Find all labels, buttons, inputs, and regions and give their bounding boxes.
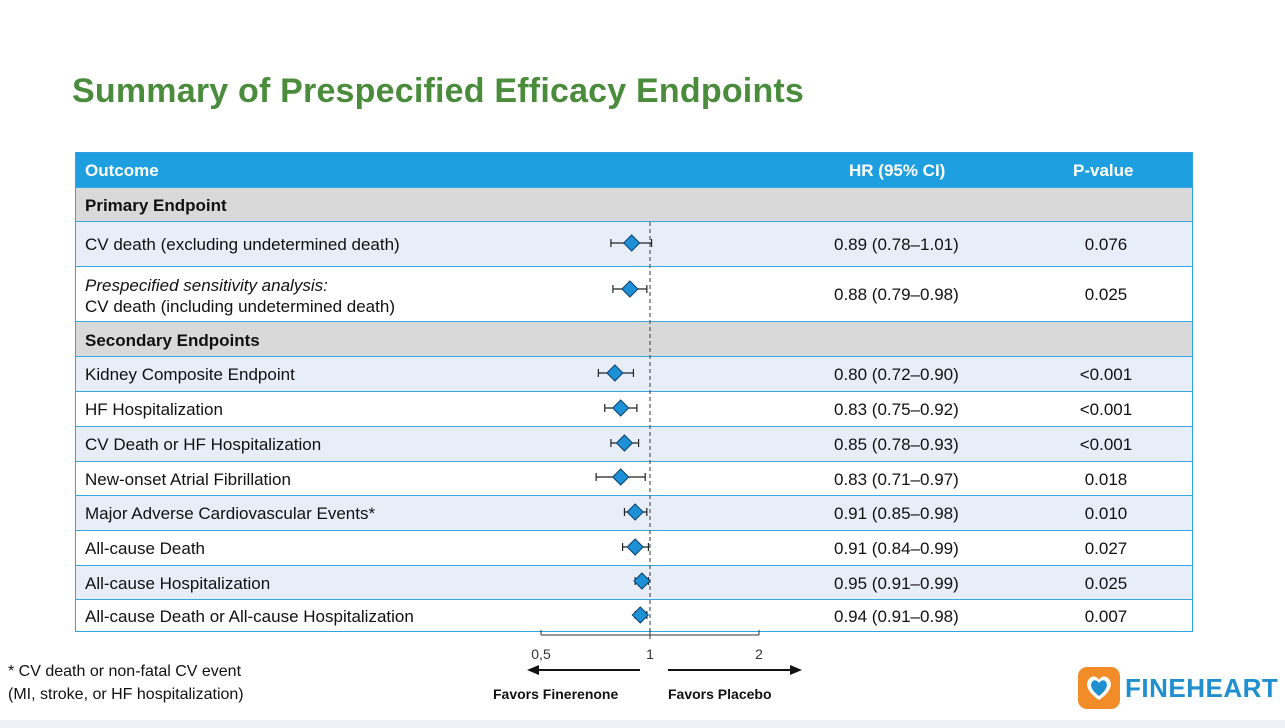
forest-point [633,572,651,590]
section-row-primary: Primary Endpoint [76,187,1192,221]
row-pvalue: <0.001 [1079,435,1133,454]
table-row: New-onset Atrial Fibrillation 0.83 (0.71… [76,461,1192,495]
section-label: Secondary Endpoints [85,331,260,350]
forest-point [621,538,650,556]
x-tick-label: 0,5 [531,646,551,662]
row-label: CV death (including undetermined death) [85,297,395,316]
hr-diamond [622,234,641,252]
row-pvalue: <0.001 [1079,400,1133,419]
row-label-italic: Prespecified sensitivity analysis: [85,276,328,295]
x-tick-label: 1 [646,646,654,662]
row-hr: 0.89 (0.78–1.01) [834,235,959,254]
row-label-block: Prespecified sensitivity analysis: CV de… [85,275,395,317]
hr-diamond [626,503,644,521]
forest-point [610,434,640,452]
row-pvalue: 0.076 [1084,235,1128,254]
row-label: All-cause Hospitalization [85,574,271,593]
hr-diamond [615,434,634,452]
row-label: New-onset Atrial Fibrillation [85,470,291,489]
row-label: Major Adverse Cardiovascular Events* [85,504,376,523]
hr-diamond [611,399,630,417]
table-header: Outcome HR (95% CI) P-value [76,153,1192,187]
section-label: Primary Endpoint [85,196,227,215]
forest-point [610,234,653,252]
footnote-line-1: * CV death or non-fatal CV event [8,663,242,680]
row-hr: 0.95 (0.91–0.99) [834,574,959,593]
row-label: CV death (excluding undetermined death) [85,235,400,254]
row-pvalue: 0.025 [1084,574,1128,593]
favors-finerenone-label: Favors Finerenone [493,686,619,702]
row-pvalue: 0.007 [1084,607,1128,626]
row-hr: 0.88 (0.79–0.98) [834,285,959,304]
x-tick-label: 2 [755,646,763,662]
row-pvalue: 0.025 [1084,285,1128,304]
row-label: Kidney Composite Endpoint [85,365,295,384]
row-hr: 0.91 (0.85–0.98) [834,504,959,523]
left-arrow-head [527,665,539,675]
row-hr: 0.91 (0.84–0.99) [834,539,959,558]
row-pvalue: <0.001 [1079,365,1133,384]
section-row-secondary: Secondary Endpoints [76,321,1192,356]
forest-point [597,364,635,382]
footnote: * CV death or non-fatal CV event (MI, st… [8,660,244,706]
row-pvalue: 0.010 [1084,504,1128,523]
forest-point [623,503,648,521]
page-title: Summary of Prespecified Efficacy Endpoin… [72,72,805,110]
header-outcome: Outcome [85,161,159,180]
hr-diamond [631,606,649,624]
forest-point [612,280,648,298]
bottom-strip [0,720,1285,728]
hr-diamond [606,364,624,382]
row-label: CV Death or HF Hospitalization [85,435,322,454]
footnote-line-2: (MI, stroke, or HF hospitalization) [8,686,244,703]
row-hr: 0.94 (0.91–0.98) [834,607,959,626]
right-arrow-head [790,665,802,675]
hr-diamond [626,538,644,556]
endpoints-table: Outcome HR (95% CI) P-value Primary Endp… [75,152,1193,632]
forest-point [604,399,638,417]
fineheart-logo: FINEHEART [1077,665,1279,711]
hr-diamond [633,572,651,590]
hr-diamond [621,280,639,298]
forest-markers [595,234,653,624]
row-pvalue: 0.018 [1084,470,1128,489]
forest-point [631,606,649,624]
row-label: HF Hospitalization [85,400,223,419]
row-hr: 0.85 (0.78–0.93) [834,435,959,454]
forest-point [595,468,646,486]
favors-placebo-label: Favors Placebo [668,686,772,702]
header-hr: HR (95% CI) [849,161,946,180]
row-label: All-cause Death [85,539,206,558]
row-hr: 0.83 (0.75–0.92) [834,400,959,419]
heart-logo-icon [1078,667,1120,709]
header-pvalue: P-value [1073,161,1134,180]
row-pvalue: 0.027 [1084,539,1128,558]
table-row: All-cause Hospitalization 0.95 (0.91–0.9… [76,565,1192,599]
logo-text: FINEHEART [1125,673,1279,703]
row-hr: 0.80 (0.72–0.90) [834,365,959,384]
direction-arrows [527,665,802,675]
hr-diamond [611,468,630,486]
row-hr: 0.83 (0.71–0.97) [834,470,959,489]
row-label: All-cause Death or All-cause Hospitaliza… [85,607,414,626]
x-axis-ticks: 0,5 1 2 [531,630,763,662]
